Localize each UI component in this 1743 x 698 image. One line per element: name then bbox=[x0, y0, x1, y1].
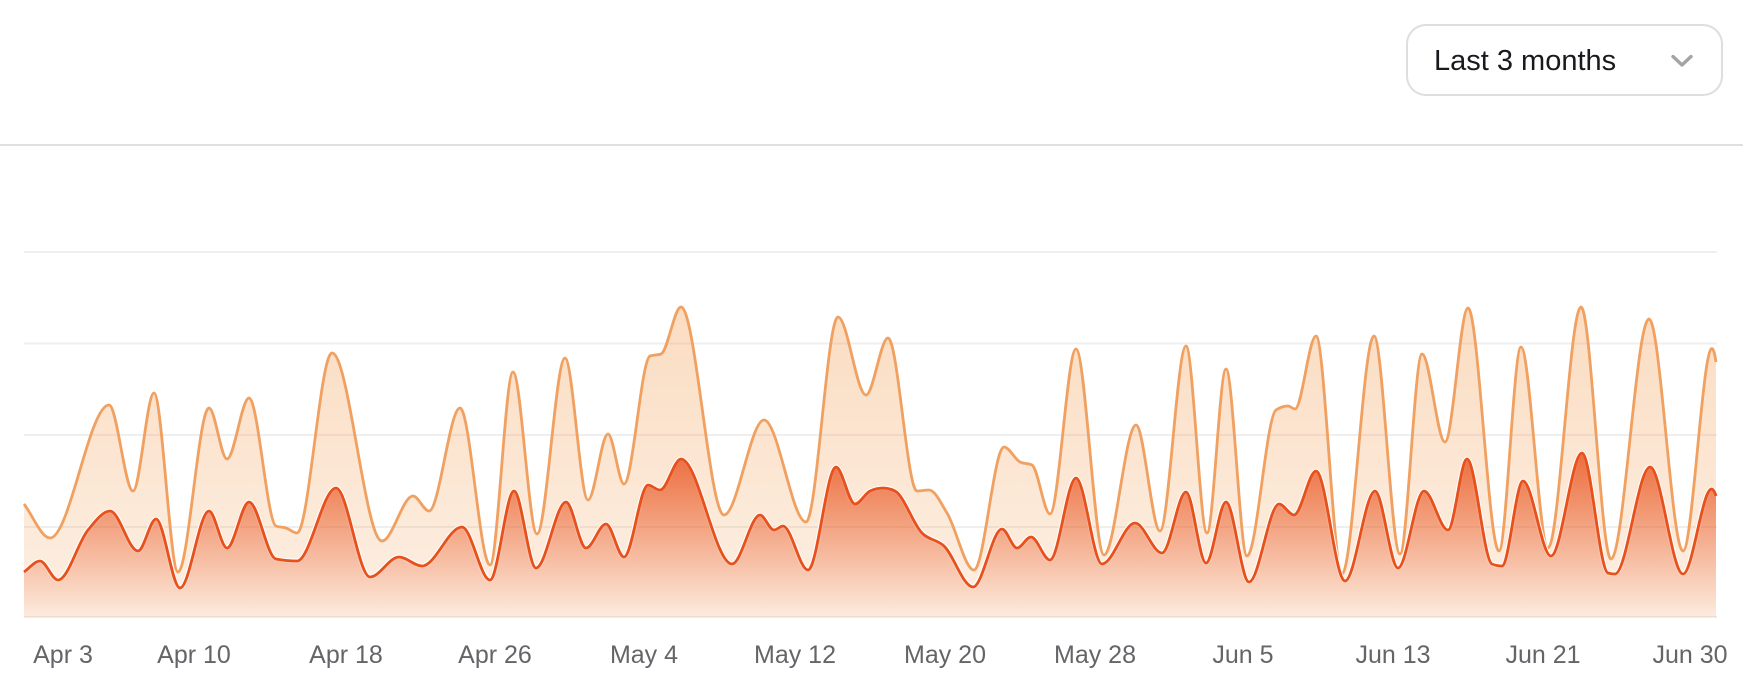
svg-text:Apr 26: Apr 26 bbox=[458, 641, 532, 669]
svg-text:May 4: May 4 bbox=[610, 641, 678, 669]
svg-text:Jun 30: Jun 30 bbox=[1652, 641, 1727, 669]
svg-text:Jun 5: Jun 5 bbox=[1212, 641, 1273, 669]
svg-text:May 12: May 12 bbox=[754, 641, 836, 669]
svg-text:Apr 3: Apr 3 bbox=[33, 641, 93, 669]
svg-text:Apr 18: Apr 18 bbox=[309, 641, 383, 669]
svg-text:Jun 13: Jun 13 bbox=[1355, 641, 1430, 669]
svg-text:Apr 10: Apr 10 bbox=[157, 641, 231, 669]
svg-text:May 28: May 28 bbox=[1054, 641, 1136, 669]
svg-text:May 20: May 20 bbox=[904, 641, 986, 669]
svg-text:Jun 21: Jun 21 bbox=[1505, 641, 1580, 669]
